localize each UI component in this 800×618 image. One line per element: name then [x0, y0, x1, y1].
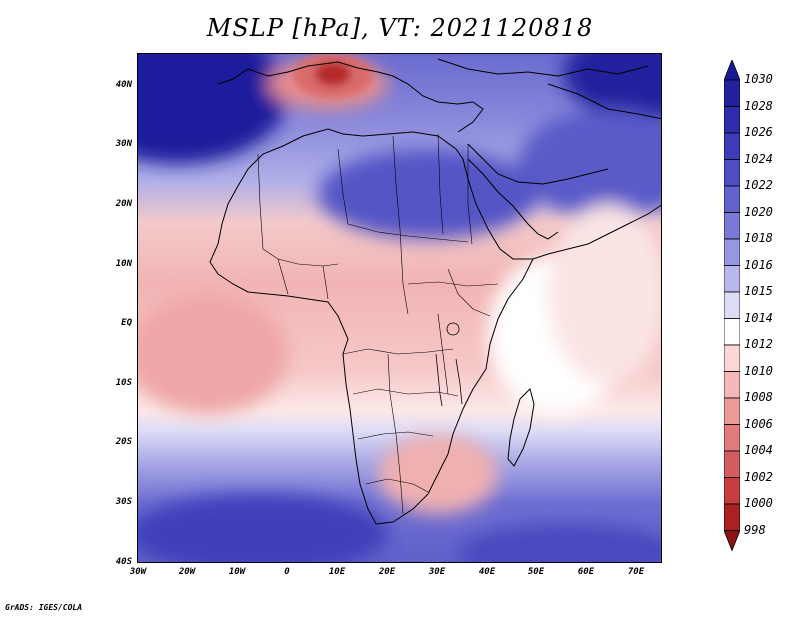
colorbar-box: [724, 265, 740, 293]
colorbar-label: 1020: [744, 204, 773, 219]
credit-text: GrADS: IGES/COLA: [5, 603, 83, 612]
lon-label-20e: 20E: [378, 567, 396, 577]
lon-label-10w: 10W: [228, 567, 246, 577]
lon-label-0: 0: [284, 567, 290, 577]
colorbar-box: [724, 318, 740, 346]
lon-label-40e: 40E: [478, 567, 496, 577]
colorbar-label: 1026: [744, 125, 773, 139]
lat-label-10n: 10N: [115, 259, 132, 269]
colorbar-box: [724, 238, 740, 266]
great-lakes: [435, 322, 463, 407]
lat-label-30n: 30N: [115, 139, 132, 149]
lat-label-30s: 30S: [115, 497, 132, 507]
colorbar-label: 1002: [744, 469, 773, 484]
mediterranean-low: [293, 54, 373, 98]
pressure-map: [137, 53, 662, 563]
colorbar-box: [724, 397, 740, 425]
colorbar-box: [724, 291, 740, 319]
lon-label-60e: 60E: [577, 567, 595, 577]
lat-label-eq: EQ: [121, 318, 132, 328]
colorbar-label: 1016: [744, 257, 773, 272]
colorbar: [724, 60, 740, 552]
colorbar-box: [724, 185, 740, 213]
lat-label-20s: 20S: [115, 437, 132, 447]
coastlines: [209, 58, 661, 525]
colorbar-label: 1018: [744, 231, 773, 245]
lon-label-70e: 70E: [627, 567, 645, 577]
pressure-field-features: [138, 54, 661, 562]
colorbar-label: 1015: [744, 284, 773, 298]
colorbar-box: [724, 132, 740, 160]
colorbar-label: 1006: [744, 416, 773, 431]
lon-label-20w: 20W: [178, 567, 196, 577]
colorbar-label: 1028: [744, 98, 773, 113]
colorbar-label: 1014: [744, 310, 773, 325]
colorbar-box: [724, 212, 740, 240]
colorbar-box: [724, 159, 740, 187]
country-borders: [257, 133, 499, 515]
colorbar-arrow-bottom: [724, 530, 740, 552]
colorbar-label: 1000: [744, 496, 773, 510]
colorbar-label: 1004: [744, 443, 773, 457]
colorbar-box: [724, 106, 740, 134]
lon-label-30e: 30E: [428, 567, 446, 577]
lat-label-20n: 20N: [115, 199, 132, 209]
colorbar-box: [724, 424, 740, 452]
colorbar-label: 1012: [744, 337, 773, 351]
colorbar-label: 998: [744, 522, 766, 537]
lat-label-40s: 40S: [115, 557, 132, 567]
lon-label-30w: 30W: [129, 567, 147, 577]
colorbar-box: [724, 371, 740, 399]
colorbar-box: [724, 344, 740, 372]
lat-label-10s: 10S: [115, 378, 132, 388]
colorbar-label: 1030: [744, 72, 773, 86]
colorbar-label: 1024: [744, 151, 773, 166]
lon-label-50e: 50E: [527, 567, 545, 577]
map-title: MSLP [hPa], VT: 2021120818: [206, 14, 594, 42]
colorbar-label: 1008: [744, 390, 773, 404]
lat-label-40n: 40N: [115, 80, 132, 90]
colorbar-label: 1010: [744, 363, 773, 378]
colorbar-arrow-top: [724, 60, 740, 81]
colorbar-box: [724, 477, 740, 505]
colorbar-box: [724, 450, 740, 478]
colorbar-label: 1022: [744, 178, 773, 192]
colorbar-box: [724, 503, 740, 531]
lon-label-10e: 10E: [328, 567, 346, 577]
colorbar-box: [724, 79, 740, 107]
